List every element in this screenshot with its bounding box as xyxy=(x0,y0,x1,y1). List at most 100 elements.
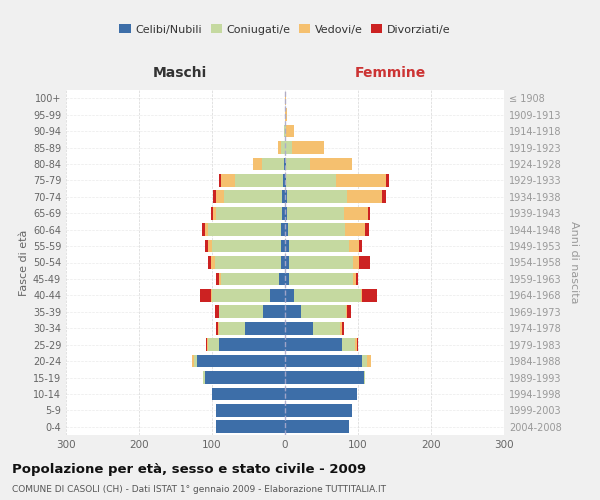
Bar xyxy=(235,174,283,187)
Bar xyxy=(285,141,292,154)
Bar xyxy=(205,223,208,236)
Bar xyxy=(367,354,371,368)
Bar xyxy=(336,174,386,187)
Bar xyxy=(207,338,208,351)
Bar xyxy=(220,338,285,351)
Bar xyxy=(313,322,340,334)
Bar xyxy=(211,289,212,302)
Bar xyxy=(346,306,347,318)
Bar xyxy=(206,338,207,351)
Bar xyxy=(347,306,350,318)
Bar xyxy=(221,174,235,187)
Bar xyxy=(224,190,282,203)
Bar xyxy=(263,306,285,318)
Bar xyxy=(285,289,294,302)
Bar xyxy=(221,272,279,285)
Bar xyxy=(288,223,345,236)
Y-axis label: Anni di nascita: Anni di nascita xyxy=(569,221,578,304)
Bar xyxy=(215,272,220,285)
Bar xyxy=(342,322,344,334)
Bar xyxy=(285,223,288,236)
Bar xyxy=(281,240,285,252)
Bar xyxy=(284,158,285,170)
Bar xyxy=(262,158,284,170)
Bar xyxy=(211,207,213,220)
Bar xyxy=(208,338,220,351)
Bar xyxy=(359,256,370,269)
Bar xyxy=(285,420,349,433)
Bar xyxy=(294,289,361,302)
Bar xyxy=(382,190,386,203)
Bar xyxy=(359,240,362,252)
Bar xyxy=(285,338,342,351)
Bar xyxy=(286,174,336,187)
Bar xyxy=(285,354,362,368)
Bar xyxy=(205,240,208,252)
Bar xyxy=(220,272,221,285)
Bar xyxy=(285,240,289,252)
Bar xyxy=(362,354,367,368)
Bar xyxy=(285,371,364,384)
Bar xyxy=(217,207,282,220)
Bar xyxy=(282,207,285,220)
Bar xyxy=(342,338,355,351)
Bar xyxy=(208,256,211,269)
Bar xyxy=(285,92,286,104)
Bar xyxy=(287,190,347,203)
Bar xyxy=(282,190,285,203)
Text: Maschi: Maschi xyxy=(153,66,207,80)
Bar xyxy=(213,207,217,220)
Bar xyxy=(286,124,294,138)
Bar xyxy=(365,223,369,236)
Bar xyxy=(361,289,362,302)
Bar xyxy=(215,404,285,417)
Bar xyxy=(285,108,287,121)
Bar xyxy=(208,223,281,236)
Bar xyxy=(368,207,370,220)
Bar xyxy=(285,388,356,400)
Bar xyxy=(217,322,218,334)
Bar xyxy=(218,306,220,318)
Bar xyxy=(253,158,262,170)
Bar xyxy=(356,338,358,351)
Bar xyxy=(212,388,285,400)
Bar xyxy=(289,256,353,269)
Bar xyxy=(356,272,358,285)
Bar xyxy=(284,124,285,138)
Bar xyxy=(203,371,205,384)
Text: Popolazione per età, sesso e stato civile - 2009: Popolazione per età, sesso e stato civil… xyxy=(12,462,366,475)
Bar xyxy=(220,306,263,318)
Bar xyxy=(362,289,377,302)
Bar xyxy=(205,371,285,384)
Bar xyxy=(215,256,281,269)
Bar xyxy=(285,404,352,417)
Bar xyxy=(345,223,365,236)
Y-axis label: Fasce di età: Fasce di età xyxy=(19,230,29,296)
Bar xyxy=(194,354,197,368)
Bar xyxy=(310,158,352,170)
Bar xyxy=(344,207,368,220)
Bar xyxy=(220,174,221,187)
Bar xyxy=(285,322,313,334)
Bar xyxy=(349,240,359,252)
Bar xyxy=(220,322,245,334)
Bar xyxy=(202,223,205,236)
Bar xyxy=(285,306,301,318)
Bar xyxy=(215,420,285,433)
Bar xyxy=(211,256,215,269)
Bar xyxy=(285,174,286,187)
Bar xyxy=(292,141,323,154)
Bar xyxy=(281,256,285,269)
Text: COMUNE DI CASOLI (CH) - Dati ISTAT 1° gennaio 2009 - Elaborazione TUTTITALIA.IT: COMUNE DI CASOLI (CH) - Dati ISTAT 1° ge… xyxy=(12,485,386,494)
Bar xyxy=(364,371,365,384)
Bar xyxy=(340,322,342,334)
Bar xyxy=(285,124,286,138)
Bar xyxy=(208,240,212,252)
Bar xyxy=(213,190,217,203)
Bar xyxy=(279,272,285,285)
Bar xyxy=(285,256,289,269)
Bar xyxy=(283,174,285,187)
Bar xyxy=(353,272,356,285)
Bar xyxy=(285,190,287,203)
Bar xyxy=(245,322,285,334)
